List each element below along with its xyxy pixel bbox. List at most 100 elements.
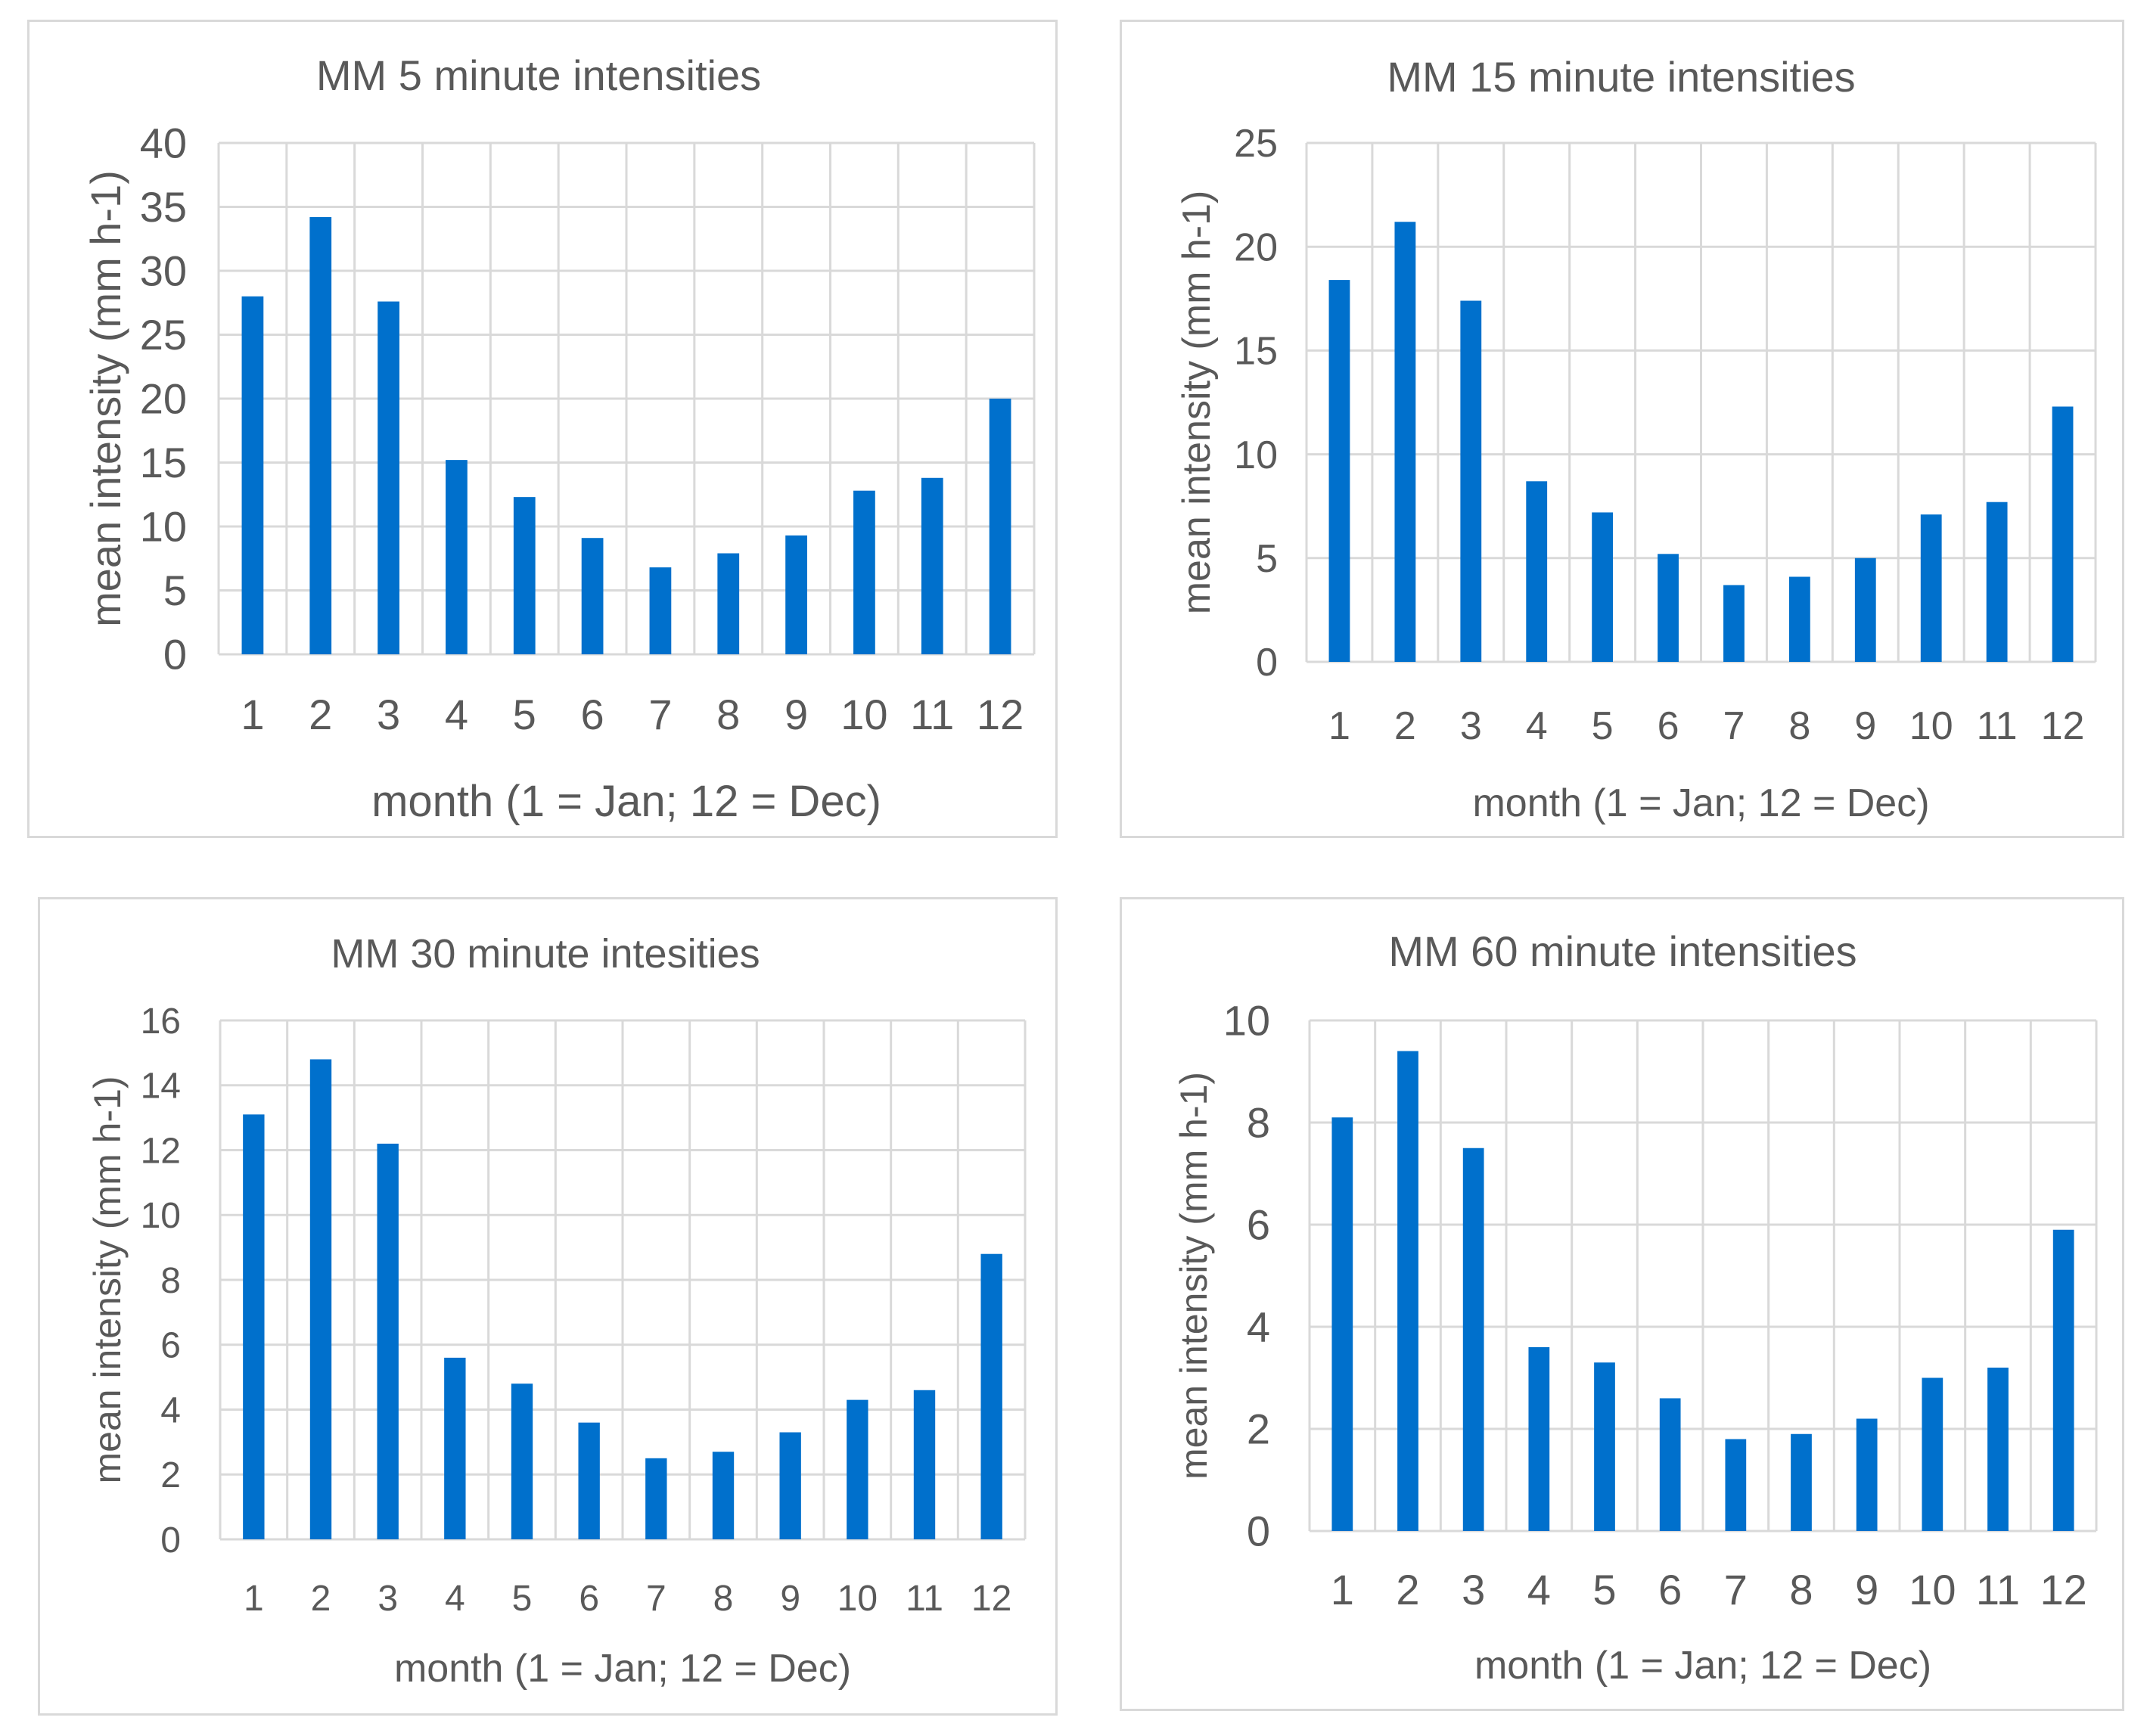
y-tick-label: 6 [1247,1201,1270,1249]
bar-month-10 [847,1399,868,1539]
y-tick-label: 35 [140,183,187,231]
x-tick-label: 1 [241,691,264,738]
y-tick-label: 0 [163,631,187,679]
x-tick-label: 7 [648,691,672,738]
bar-month-1 [1328,280,1350,662]
bar-month-5 [511,1384,533,1539]
y-axis-label: mean intensity (mm h-1) [1173,1072,1215,1480]
x-tick-label: 9 [1854,704,1876,748]
x-tick-label: 8 [716,691,740,738]
bar-month-5 [513,497,536,654]
x-tick-label: 10 [840,691,887,738]
bar-month-11 [921,477,943,654]
bar-month-11 [913,1390,936,1539]
y-tick-label: 4 [1247,1303,1270,1351]
x-tick-label: 5 [512,1579,533,1619]
y-tick-label: 12 [141,1131,181,1171]
y-tick-label: 2 [1247,1405,1270,1453]
bar-month-11 [1987,1368,2009,1531]
x-tick-label: 11 [910,691,954,738]
x-tick-label: 1 [1328,704,1350,748]
x-tick-label: 2 [311,1579,331,1619]
chart-title: MM 5 minute intensities [316,51,761,99]
chart-title: MM 60 minute intensities [1388,927,1856,975]
y-axis-label: mean intensity (mm h-1) [1175,191,1219,615]
bar-month-7 [1723,585,1745,662]
x-tick-label: 5 [1592,1566,1616,1613]
x-tick-label: 5 [513,691,536,738]
gridlines [217,141,1036,656]
bar-month-6 [578,1422,600,1539]
bar-month-2 [1394,222,1416,663]
y-tick-label: 14 [141,1067,181,1107]
chart-panel-5min: 0 5 10 15 20 25 30 35 40 1 2 3 4 5 6 7 8 9 10 11 12 MM 5 minu… [27,20,1058,838]
bar-month-9 [785,535,807,654]
chart-panel-15min: 0 5 10 15 20 25 1 2 3 4 5 6 7 8 9 10 11 12 MM 15 minute in… [1120,20,2124,838]
bar-month-4 [1526,481,1548,662]
y-tick-label: 10 [141,1196,181,1236]
x-tick-label: 8 [1788,704,1810,748]
bar-month-9 [1856,1418,1878,1531]
x-tick-label: 6 [579,1579,599,1619]
x-tick-label: 11 [1977,704,2018,748]
y-tick-label: 10 [1223,997,1270,1045]
x-tick-label: 8 [713,1579,734,1619]
bar-month-12 [980,1253,1002,1539]
x-tick-label: 12 [971,1579,1011,1619]
x-tick-label: 3 [1460,704,1482,748]
x-tick-label: 3 [378,1579,398,1619]
x-tick-label: 2 [1396,1566,1419,1613]
x-tick-label: 3 [377,691,400,738]
chart-title: MM 30 minute intesities [331,931,760,977]
bar-month-8 [1788,576,1810,662]
y-tick-label: 20 [140,375,187,423]
y-axis-label: mean intensity (mm h-1) [86,1076,129,1483]
bar-month-7 [645,1458,667,1539]
x-tick-label: 2 [309,691,332,738]
x-axis-label: month (1 = Jan; 12 = Dec) [1472,781,1929,825]
bar-month-7 [1725,1439,1747,1531]
x-tick-label: 7 [646,1579,666,1619]
bar-month-1 [243,1114,265,1539]
y-tick-label: 2 [160,1455,181,1495]
bar-month-3 [1462,1147,1484,1531]
bar-month-6 [1658,554,1679,662]
bar-month-7 [649,567,672,654]
x-tick-label: 12 [977,691,1024,738]
bar-month-6 [1659,1398,1681,1531]
y-tick-label: 8 [1247,1099,1270,1147]
x-axis-label: month (1 = Jan; 12 = Dec) [394,1647,851,1691]
bar-month-12 [2052,406,2074,662]
x-tick-label: 9 [1855,1566,1878,1613]
bar-month-1 [1331,1117,1353,1531]
y-tick-label: 30 [140,247,187,295]
bar-month-11 [1986,502,2008,662]
x-tick-label: 10 [1909,1566,1956,1613]
chart-panel-60min: 0 2 4 6 8 10 1 2 3 4 5 6 7 8 9 10 11 12 MM 60 minute inten… [1120,897,2124,1711]
x-axis-label: month (1 = Jan; 12 = Dec) [1474,1644,1931,1688]
bar-month-3 [378,301,399,654]
x-tick-label: 8 [1789,1566,1813,1613]
x-tick-label: 6 [1658,704,1679,748]
bar-month-12 [2052,1229,2074,1531]
chart-panel-30min: 0 2 4 6 8 10 12 14 16 1 2 3 4 5 6 7 8 9 10 11 12 MM 30 minute… [38,897,1058,1716]
bar-month-4 [446,460,468,654]
x-tick-label: 4 [445,1579,465,1619]
y-tick-label: 0 [1256,641,1278,685]
bar-month-8 [712,1452,735,1539]
bar-month-2 [309,1059,332,1539]
x-tick-label: 4 [445,691,468,738]
gridlines [1308,1019,2098,1533]
x-tick-label: 9 [780,1579,800,1619]
bar-month-10 [853,490,875,654]
y-tick-label: 25 [1234,122,1278,166]
x-tick-label: 7 [1724,1566,1748,1613]
bar-month-2 [1397,1051,1418,1531]
bar-month-5 [1592,512,1614,662]
y-tick-label: 10 [1234,433,1278,477]
y-tick-label: 15 [140,439,187,486]
x-axis-label: month (1 = Jan; 12 = Dec) [371,777,881,826]
